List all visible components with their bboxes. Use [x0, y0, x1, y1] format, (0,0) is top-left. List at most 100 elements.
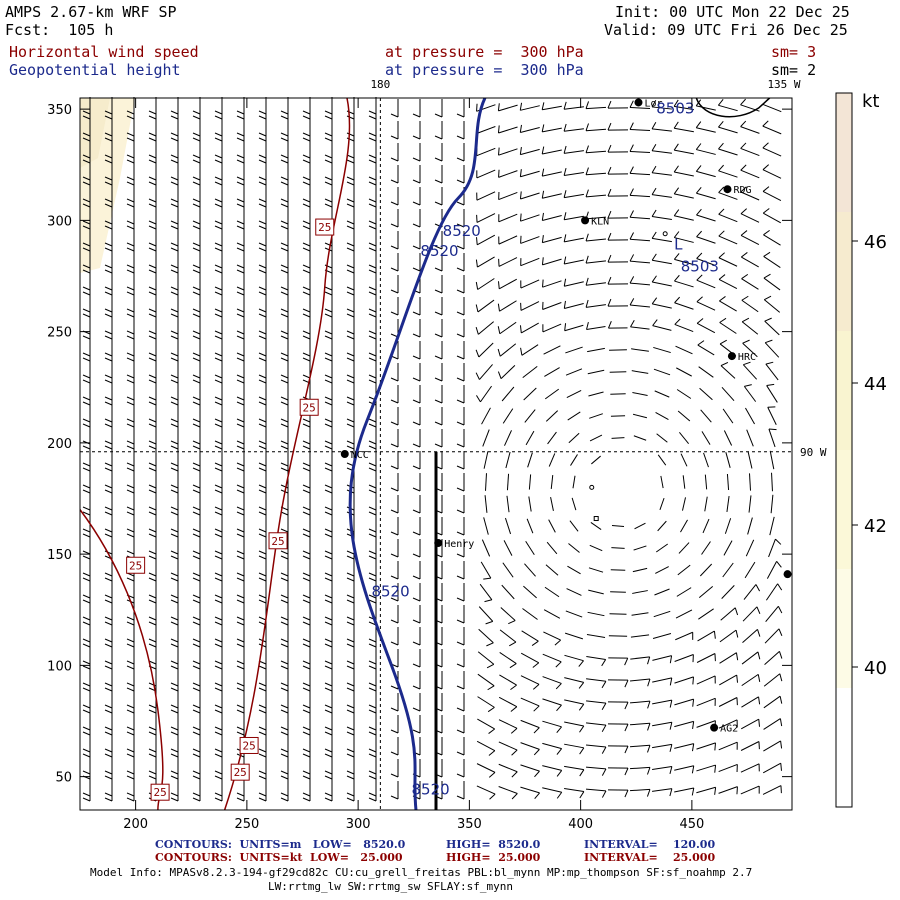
wind-barb: [475, 299, 495, 313]
wind-barb: [629, 122, 651, 132]
wind-barb: [498, 719, 518, 734]
wind-barb: [236, 427, 245, 450]
wind-barb: [346, 295, 355, 318]
wind-barb: [498, 696, 518, 712]
wind-barb: [718, 274, 738, 290]
wind-barb: [368, 493, 377, 516]
wind-barb: [82, 537, 91, 560]
wind-barb: [214, 691, 223, 714]
speed-label-box: [126, 556, 146, 574]
wind-barb: [629, 700, 651, 709]
wind-barb: [585, 255, 606, 264]
height-label: 8520: [420, 242, 458, 260]
wind-barb: [258, 141, 267, 164]
wind-barb: [607, 723, 629, 732]
wind-barb: [585, 299, 606, 308]
wind-barb: [302, 537, 311, 560]
wind-barb: [456, 275, 465, 294]
wind-barb: [390, 693, 399, 712]
wind-barb: [148, 735, 157, 758]
wind-barb: [497, 364, 516, 380]
wind-barb: [587, 347, 605, 353]
wind-barb: [170, 449, 179, 472]
wind-barb: [483, 451, 489, 469]
wind-barb: [412, 231, 421, 250]
wind-barb: [697, 630, 716, 642]
wind-barb: [412, 429, 421, 448]
wind-barb: [456, 671, 465, 690]
wind-barb: [104, 625, 113, 648]
wind-barb: [528, 474, 532, 490]
height-label: 8520: [371, 582, 409, 600]
wind-barb: [214, 471, 223, 494]
wind-barb: [390, 759, 399, 778]
wind-barb: [476, 234, 496, 246]
wind-barb: [770, 494, 774, 514]
wind-barb: [170, 757, 179, 780]
wind-barb: [214, 163, 223, 186]
wind-barb: [346, 603, 355, 626]
wind-barb: [214, 383, 223, 406]
speed-label-box: [315, 218, 335, 236]
wind-barb: [280, 559, 289, 582]
wind-barb: [126, 295, 135, 318]
wind-barb: [126, 229, 135, 252]
wind-barb: [653, 610, 671, 618]
wind-barb: [653, 368, 671, 376]
wind-barb: [104, 647, 113, 670]
wind-barb: [280, 361, 289, 384]
wind-barb: [192, 603, 201, 626]
wind-barb: [214, 185, 223, 208]
wind-barb: [280, 317, 289, 340]
wind-barb: [82, 339, 91, 362]
wind-barb: [258, 559, 267, 582]
wind-barb: [746, 429, 754, 447]
wind-barb: [324, 713, 333, 736]
wind-barb: [523, 387, 537, 401]
wind-barb: [280, 273, 289, 296]
wind-barb: [236, 119, 245, 142]
wind-barb: [258, 669, 267, 692]
wind-barb: [456, 517, 465, 536]
wind-barb: [607, 789, 629, 798]
wind-barb: [412, 517, 421, 536]
wind-barb: [214, 141, 223, 164]
wind-barb: [170, 559, 179, 582]
wind-barb: [170, 229, 179, 252]
wind-barb: [280, 427, 289, 450]
wind-barb: [587, 369, 605, 375]
wind-barb: [126, 273, 135, 296]
coastline: [695, 97, 771, 118]
y-tick-label: 350: [47, 103, 72, 118]
wind-barb: [504, 430, 512, 446]
grid-marker: [589, 484, 595, 490]
wind-barb: [280, 141, 289, 164]
wind-barb: [740, 142, 760, 157]
wind-barb: [763, 251, 781, 268]
wind-barb: [718, 208, 738, 223]
wind-barb: [302, 251, 311, 274]
wind-barb: [302, 757, 311, 780]
wind-barb: [412, 297, 421, 316]
wind-barb: [390, 561, 399, 580]
wind-barb: [214, 97, 223, 120]
wind-barb: [524, 409, 536, 423]
field-geopotential: Geopotential height: [9, 61, 181, 79]
wind-barb: [148, 339, 157, 362]
wind-barb: [324, 405, 333, 428]
wind-barb: [82, 427, 91, 450]
wind-barb: [302, 229, 311, 252]
wind-barb: [477, 673, 495, 691]
wind-barb: [104, 317, 113, 340]
wind-barb: [302, 273, 311, 296]
wind-barb: [520, 279, 540, 289]
wind-barb: [346, 405, 355, 428]
wind-barb: [390, 539, 399, 558]
wind-barb: [412, 539, 421, 558]
x-tick-label: 300: [346, 817, 371, 832]
wind-barb: [676, 587, 692, 597]
wind-barb: [629, 166, 651, 176]
wind-barb: [477, 718, 495, 734]
wind-barb: [719, 629, 739, 643]
wind-barb: [434, 275, 443, 294]
